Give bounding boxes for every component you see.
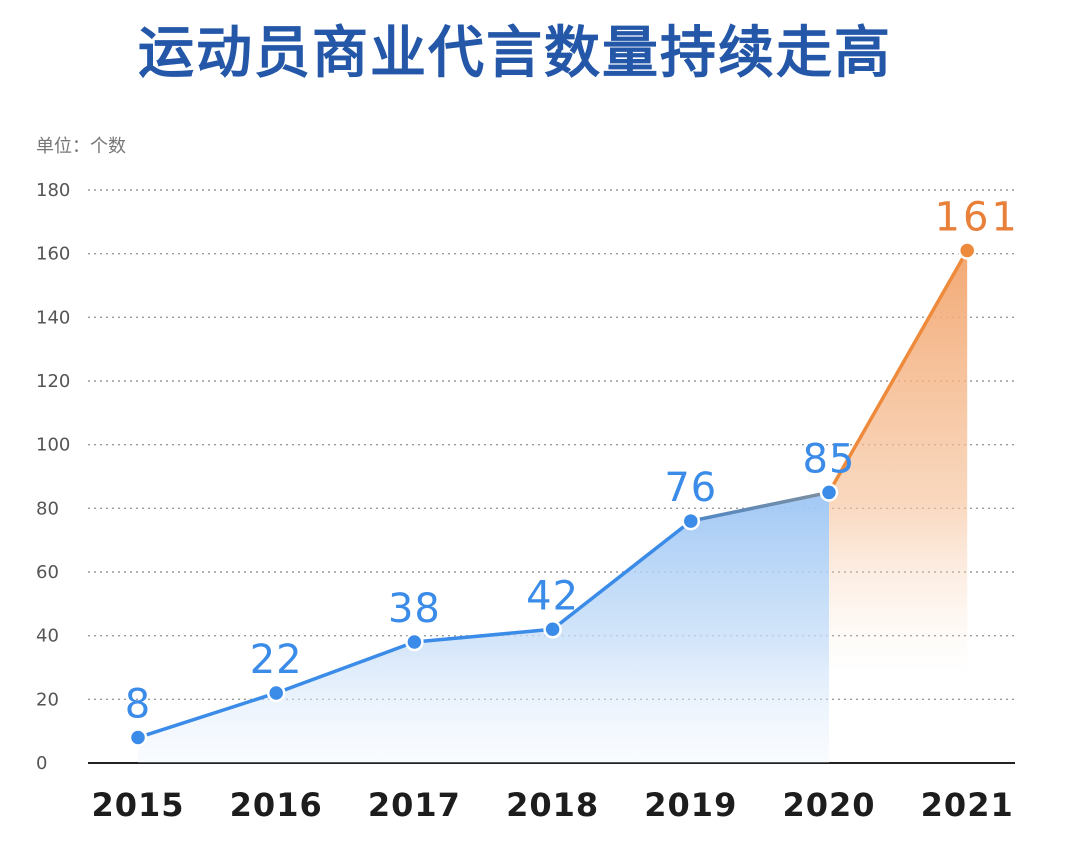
y-tick-label: 120 xyxy=(36,371,70,392)
x-axis-ticks: 2015 2016 2017 2018 2019 2020 2021 xyxy=(91,786,1014,824)
data-point xyxy=(543,620,562,639)
data-label: 161 xyxy=(935,194,1020,240)
unit-label: 单位：个数 xyxy=(36,136,126,157)
y-tick-label: 80 xyxy=(36,498,59,519)
series-line-segment xyxy=(689,490,831,523)
y-tick-label: 140 xyxy=(36,307,70,328)
data-label: 38 xyxy=(388,586,441,632)
area-fill-blue xyxy=(138,492,829,763)
data-label: 85 xyxy=(803,436,856,482)
area-fills xyxy=(138,250,968,763)
y-tick-label: 160 xyxy=(36,244,70,265)
series-line-segment xyxy=(136,691,278,740)
data-label: 42 xyxy=(526,573,579,619)
x-tick-label: 2017 xyxy=(368,786,461,824)
y-tick-label: 100 xyxy=(36,435,70,456)
data-labels: 8 22 38 42 76 85 161 xyxy=(125,194,1020,728)
data-label: 8 xyxy=(125,682,151,728)
data-point xyxy=(128,728,148,747)
x-tick-label: 2020 xyxy=(782,786,875,824)
series-lines xyxy=(136,248,969,740)
y-tick-label: 20 xyxy=(36,689,59,710)
data-point xyxy=(405,632,424,652)
data-point xyxy=(957,241,977,260)
series-line-segment xyxy=(412,627,555,644)
data-points xyxy=(128,241,977,747)
y-tick-label: 60 xyxy=(36,562,59,583)
x-tick-label: 2015 xyxy=(91,786,184,824)
x-tick-label: 2016 xyxy=(230,786,323,824)
y-tick-label: 40 xyxy=(36,626,59,647)
area-fill-orange xyxy=(829,250,968,673)
chart-title: 运动员商业代言数量持续走高 xyxy=(138,21,892,86)
y-tick-label: 180 xyxy=(36,180,70,201)
data-point xyxy=(266,683,286,703)
series-line-segment xyxy=(550,519,693,632)
x-tick-label: 2018 xyxy=(506,786,599,824)
y-tick-label: 0 xyxy=(36,753,47,774)
series-line-segment xyxy=(274,640,417,695)
data-point xyxy=(819,483,839,502)
x-tick-label: 2021 xyxy=(921,786,1014,824)
series-line-segment xyxy=(827,248,969,495)
data-point xyxy=(681,511,701,531)
data-label: 76 xyxy=(664,465,717,511)
x-tick-label: 2019 xyxy=(644,786,737,824)
data-label: 22 xyxy=(250,637,303,683)
y-axis-ticks: 0 20 40 60 80 100 120 140 160 180 xyxy=(36,180,70,774)
